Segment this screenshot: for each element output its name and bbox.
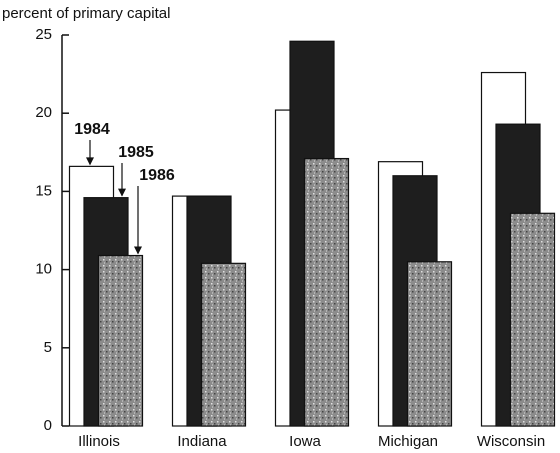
legend-arrowhead [118,188,126,197]
x-tick-label: Iowa [289,433,321,450]
bar [406,261,453,427]
y-tick-label: 25 [35,26,52,43]
bar [509,212,556,427]
y-tick-label: 15 [35,182,52,199]
legend-label: 1985 [118,144,154,161]
bar [200,262,247,427]
legend-label: 1984 [74,121,110,138]
y-tick-label: 10 [35,261,52,278]
legend-label: 1986 [139,167,175,184]
bar [97,254,144,427]
bar [303,157,350,427]
x-tick-label: Illinois [78,433,120,450]
legend-arrowhead [134,246,142,255]
legend-arrowhead [86,157,94,166]
y-tick-label: 5 [44,339,52,356]
x-tick-label: Indiana [177,433,227,450]
x-tick-label: Michigan [378,433,438,450]
y-tick-label: 0 [44,417,52,434]
x-tick-label: Wisconsin [477,433,545,450]
y-axis-label: percent of primary capital [2,5,170,22]
y-tick-label: 20 [35,104,52,121]
